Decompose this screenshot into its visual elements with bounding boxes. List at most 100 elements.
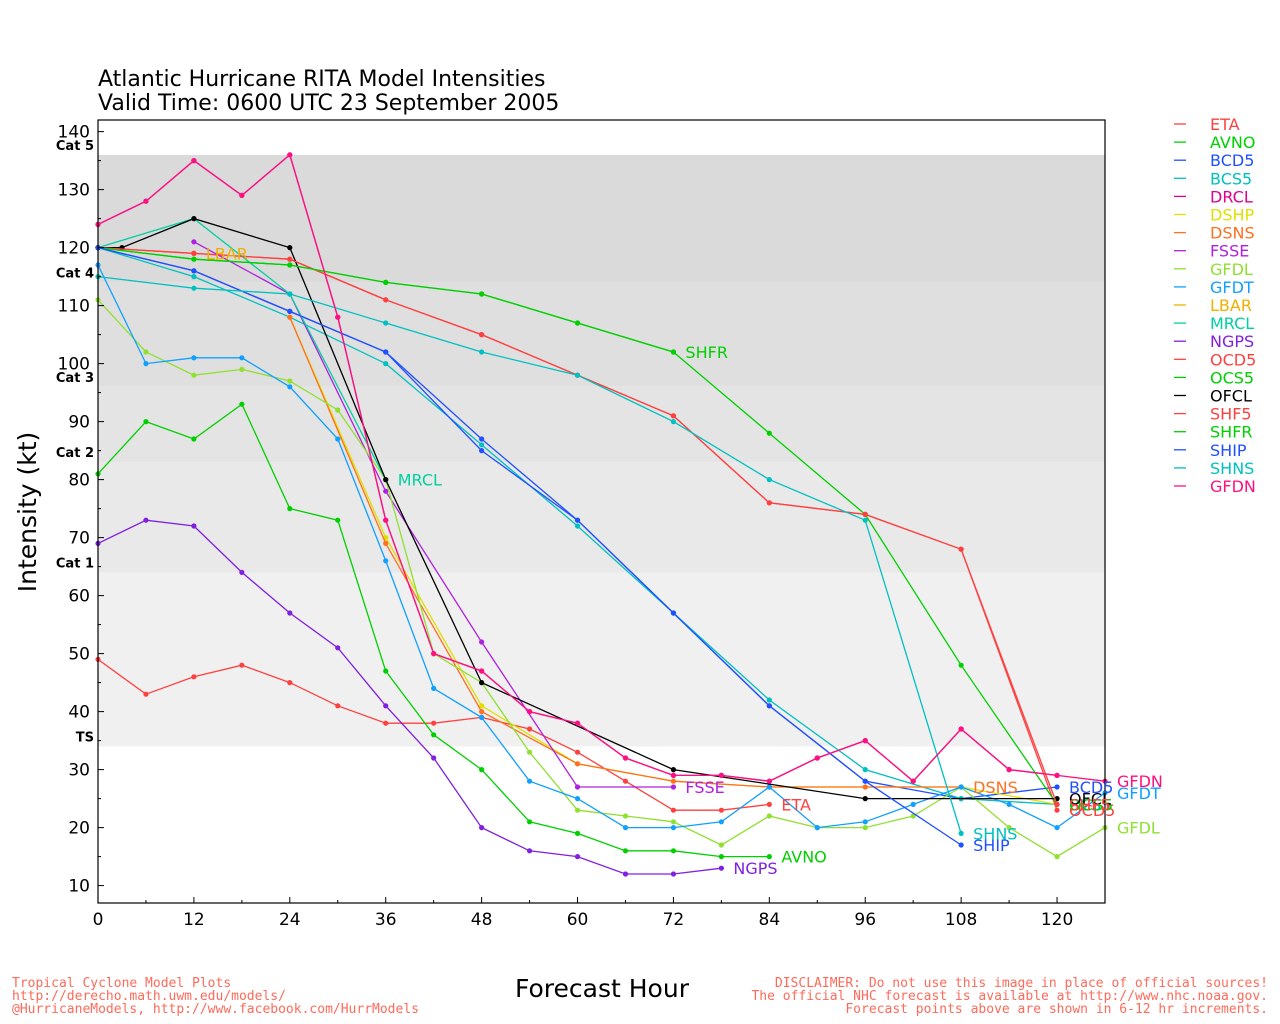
data-point-eta (622, 778, 629, 784)
data-point-gfdn (574, 720, 581, 726)
data-point-gfdl (1006, 825, 1012, 831)
data-point-eta (574, 749, 581, 755)
y-tick-label: 70 (68, 529, 90, 549)
x-tick-label: 60 (567, 910, 589, 930)
plot-frame (97, 119, 1106, 904)
data-point-shf5 (191, 250, 197, 256)
data-point-shf5 (287, 256, 293, 262)
data-point-fsse (574, 784, 581, 790)
data-point-ofcl (383, 477, 389, 483)
data-point-ship (670, 610, 677, 616)
data-point-gfdl (335, 407, 341, 413)
footer-disclaimer-line-1: DISCLAIMER: Do not use this image in pla… (775, 976, 1268, 991)
x-axis-label: Forecast Hour (515, 974, 690, 1003)
band-cat-1 (98, 462, 1105, 573)
data-point-eta (766, 801, 772, 808)
data-point-avno (239, 401, 245, 407)
legend-entry-dsns: DSNS (1210, 224, 1255, 243)
data-point-gfdl (622, 813, 629, 819)
legend-entry-shfr: SHFR (1210, 423, 1253, 442)
footer-left-line-2: http://derecho.math.uwm.edu/models/ (12, 989, 286, 1004)
data-point-gfdt (718, 819, 724, 825)
data-point-fsse (383, 488, 389, 494)
x-tick-label: 120 (1041, 910, 1073, 930)
end-label-bcd5: BCD5 (1069, 778, 1113, 797)
data-point-gfdt (622, 825, 629, 831)
data-point-bcs5 (862, 767, 868, 773)
data-point-avno (526, 819, 533, 825)
end-label-shf5: SHF5 (1069, 795, 1111, 814)
end-label-lbar: LBAR (206, 244, 248, 263)
data-point-gfdt (383, 558, 389, 564)
data-point-gfdl (287, 378, 293, 384)
data-point-gfdl (239, 366, 245, 372)
data-point-ngps (622, 871, 629, 877)
data-point-ngps (526, 848, 533, 854)
data-point-eta (431, 720, 437, 726)
data-point-ship (862, 778, 868, 784)
data-point-avno (766, 854, 772, 860)
data-point-shf5 (479, 332, 485, 338)
data-point-gfdt (1006, 801, 1012, 808)
data-point-gfdl (1054, 854, 1060, 860)
data-point-gfdt (191, 355, 197, 361)
data-point-fsse (670, 784, 677, 790)
series-shns (95, 274, 964, 837)
y-tick-label: 120 (58, 239, 90, 259)
data-point-gfdt (862, 819, 868, 825)
data-point-gfdt (287, 384, 293, 390)
data-point-gfdl (191, 372, 197, 378)
data-point-avno (191, 436, 197, 442)
data-point-shfr (574, 320, 581, 326)
y-tick-label: 90 (68, 413, 90, 433)
data-point-avno (718, 854, 724, 860)
chart-title: Atlantic Hurricane RITA Model Intensitie… (98, 67, 545, 92)
y-tick-label: 140 (58, 123, 90, 143)
data-point-gfdn (287, 152, 293, 158)
legend-entry-drcl: DRCL (1210, 187, 1253, 206)
data-point-ngps (718, 865, 724, 871)
data-point-ship (479, 448, 485, 454)
data-point-avno (383, 668, 389, 674)
legend-entry-ngps: NGPS (1210, 332, 1254, 351)
y-tick-label: 10 (68, 877, 90, 897)
data-point-ship (958, 842, 964, 848)
data-point-avno (622, 848, 629, 854)
x-tick-label: 12 (183, 910, 205, 930)
x-tick-label: 84 (759, 910, 781, 930)
data-point-ngps (574, 854, 581, 860)
data-point-dsns (862, 784, 868, 790)
data-point-gfdt (766, 784, 772, 790)
data-point-avno (335, 517, 341, 523)
legend-entry-eta: ETA (1210, 115, 1240, 134)
data-point-bcd5 (1054, 784, 1060, 790)
series-ngps (95, 517, 724, 877)
data-point-ngps (191, 523, 197, 529)
data-point-gfdt (910, 801, 916, 808)
legend-entry-ocd5: OCD5 (1210, 350, 1256, 369)
x-tick-label: 36 (375, 910, 397, 930)
legend-entry-shf5: SHF5 (1210, 405, 1252, 424)
data-point-dsns (574, 761, 581, 767)
data-point-avno (143, 419, 149, 425)
series-eta (95, 656, 772, 813)
data-point-bcs5 (383, 361, 389, 367)
data-point-ship (191, 268, 197, 274)
data-point-gfdn (1054, 772, 1060, 779)
data-point-ngps (143, 517, 149, 523)
data-point-gfdl (526, 749, 533, 755)
data-point-shf5 (383, 297, 389, 303)
end-label-ocd5: OCD5 (1069, 801, 1115, 820)
x-tick-label: 48 (471, 910, 493, 930)
legend-entry-lbar: LBAR (1210, 296, 1252, 315)
category-bands: TS Cat 1 Cat 2 Cat 3 Cat 4 Cat 5 (56, 120, 1105, 747)
end-label-shfr: SHFR (685, 343, 728, 362)
data-point-gfdl (574, 807, 581, 813)
series-avno (95, 401, 772, 860)
data-point-shf5 (862, 511, 868, 517)
data-point-shfr (191, 256, 197, 262)
data-point-ocs5 (958, 662, 964, 668)
data-point-shns (766, 477, 772, 483)
band-label: TS (76, 730, 94, 745)
data-point-ngps (239, 569, 245, 576)
